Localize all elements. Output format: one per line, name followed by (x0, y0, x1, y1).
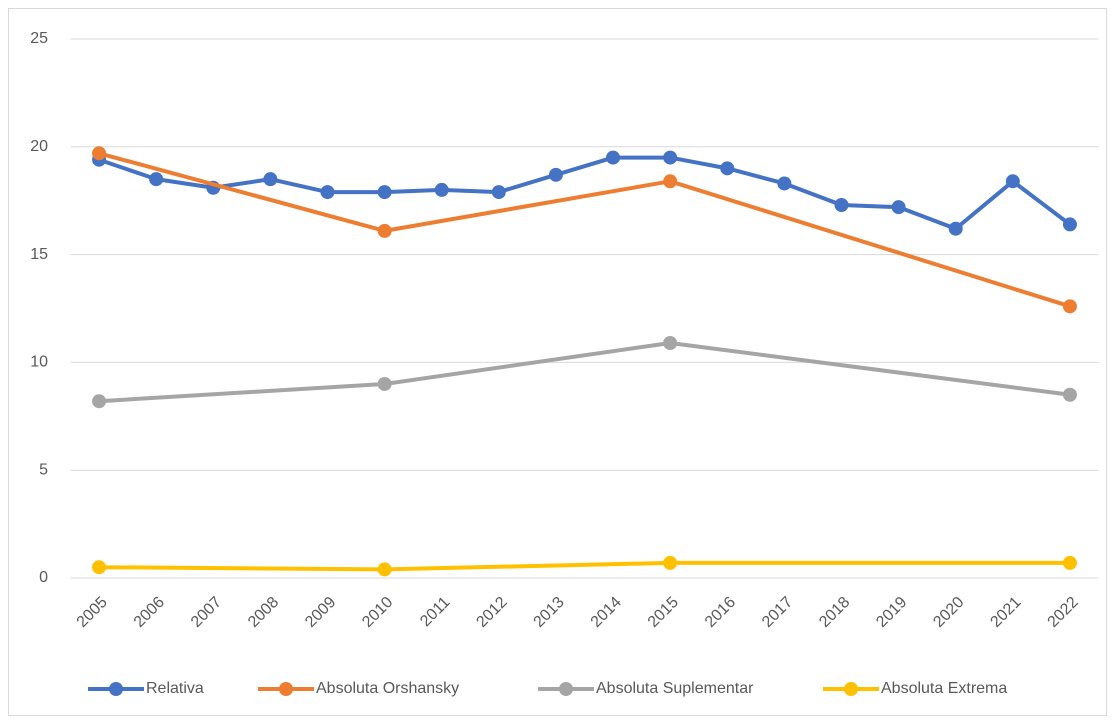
line-segment (725, 166, 787, 186)
marker (948, 221, 963, 236)
marker (92, 146, 107, 161)
marker (663, 335, 678, 350)
marker (1062, 387, 1077, 402)
marker (92, 394, 107, 409)
line-segment (382, 560, 673, 572)
marker (1062, 555, 1077, 570)
marker (663, 174, 678, 189)
series (92, 150, 1077, 236)
marker (1062, 217, 1077, 232)
line-segment (553, 155, 616, 177)
marker (1062, 299, 1077, 314)
y-tick-label: 20 (30, 138, 48, 155)
line-segment (382, 340, 673, 386)
line-segment (896, 205, 958, 231)
line-segment (496, 172, 558, 195)
legend-label: Absoluta Extrema (881, 680, 1007, 697)
line-segment (382, 179, 673, 233)
marker (663, 555, 678, 570)
legend-marker (109, 682, 123, 696)
marker (606, 150, 621, 165)
marker (491, 185, 506, 200)
line-segment (382, 187, 444, 195)
marker (1005, 174, 1020, 189)
marker (377, 562, 392, 577)
y-tick-label: 5 (39, 461, 48, 478)
marker (377, 223, 392, 238)
y-tick-label: 15 (30, 246, 48, 263)
y-tick-label: 0 (39, 569, 48, 586)
y-tick-label: 10 (30, 354, 48, 371)
marker (548, 167, 563, 182)
series (92, 335, 1077, 409)
marker (663, 150, 678, 165)
line-segment (154, 177, 216, 190)
marker (377, 376, 392, 391)
series (92, 555, 1077, 577)
line-segment (97, 565, 387, 572)
legend-label: Relativa (146, 680, 204, 697)
marker (377, 185, 392, 200)
line-segment (97, 151, 387, 233)
marker (720, 161, 735, 176)
line-segment (439, 187, 501, 195)
marker (92, 560, 107, 575)
legend-label: Absoluta Orshansky (316, 680, 459, 697)
line-segment (97, 381, 387, 404)
line-segment (668, 179, 1072, 309)
marker (320, 185, 335, 200)
marker (834, 198, 849, 213)
line-segment (668, 340, 1072, 397)
marker (777, 176, 792, 191)
marker (263, 172, 278, 187)
line-segment (782, 181, 844, 208)
legend-marker (559, 682, 573, 696)
legend-marker (279, 682, 293, 696)
line-segment (268, 177, 330, 195)
marker (434, 182, 449, 197)
line-segment (1010, 179, 1072, 227)
series (92, 146, 1077, 314)
legend-marker (844, 682, 858, 696)
marker (149, 172, 164, 187)
y-tick-label: 25 (30, 30, 48, 47)
line-segment (97, 157, 159, 182)
line-segment (953, 179, 1015, 231)
marker (891, 200, 906, 215)
legend-label: Absoluta Suplementar (596, 680, 754, 697)
line-segment (839, 203, 901, 210)
line-segment (668, 155, 730, 171)
